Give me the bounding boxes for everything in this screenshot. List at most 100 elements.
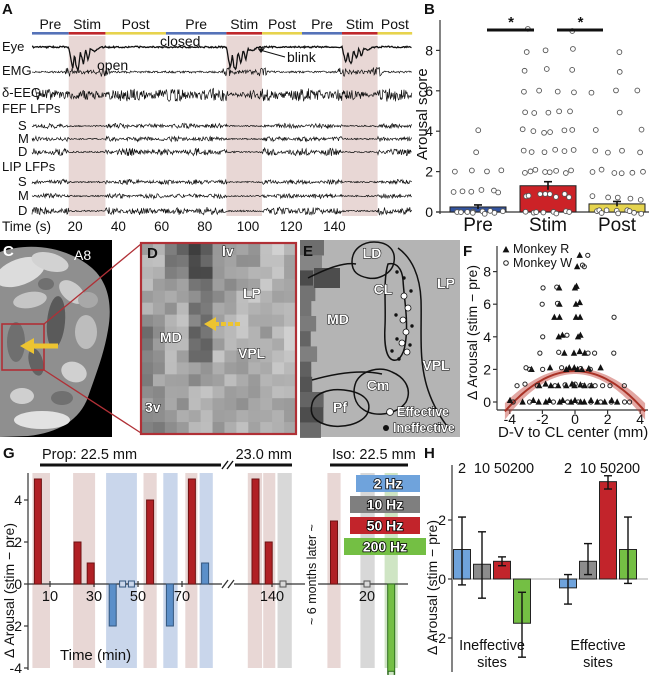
b-data-point — [469, 209, 476, 216]
d-mri-pixel — [176, 422, 190, 435]
f-point-monkey-w — [556, 349, 562, 355]
d-mri-pixel — [141, 278, 154, 292]
b-data-point — [500, 208, 506, 215]
d-mri-pixel — [272, 278, 285, 292]
g-xtick-label: 70 — [174, 589, 190, 605]
g-ytick-label: 4 — [14, 492, 22, 508]
b-data-point — [561, 191, 568, 197]
b-data-point — [541, 149, 548, 156]
d-mri-pixel — [224, 243, 237, 256]
d-mri-pixel — [200, 326, 214, 339]
b-data-point — [521, 67, 528, 74]
d-mri-pixel — [152, 422, 166, 435]
b-data-point — [495, 189, 502, 196]
d-mri-pixel — [164, 314, 178, 328]
b-data-point — [484, 168, 490, 175]
f-point-monkey-r — [576, 251, 583, 258]
d-mri-pixel — [260, 362, 273, 375]
b-data-point — [553, 210, 560, 217]
d-mri-pixel — [248, 350, 261, 363]
b-data-point — [523, 49, 530, 55]
d-mri-pixel — [236, 350, 249, 363]
b-data-point — [537, 191, 544, 197]
e-outline-bottom — [311, 371, 383, 381]
d-mri-pixel — [176, 350, 190, 363]
time-tick-label: 140 — [323, 219, 346, 234]
d-mri-pixel — [260, 254, 273, 268]
g-header-break — [221, 460, 229, 470]
d-mri-pixel — [284, 398, 297, 411]
phase-segment — [32, 32, 69, 35]
b-data-point — [561, 127, 568, 134]
e-edge-pixel — [300, 316, 317, 332]
d-mri-pixel — [272, 302, 285, 316]
d-mri-pixel — [224, 254, 237, 268]
d-zoom-border — [139, 241, 298, 436]
b-data-point — [615, 210, 621, 217]
phase-segment — [341, 32, 378, 35]
c-gyrus-texture — [51, 391, 73, 405]
b-data-point — [528, 149, 535, 155]
d-mri-pixel — [164, 326, 178, 339]
phase-label: Post — [268, 16, 296, 32]
b-data-point — [478, 187, 485, 193]
b-y-axis-title: Arousal score — [414, 68, 431, 160]
f-point-monkey-r — [561, 349, 568, 356]
d-mri-pixel — [248, 338, 261, 351]
b-data-point — [542, 47, 549, 54]
b-data-point — [588, 89, 595, 96]
f-point-monkey-r — [573, 263, 581, 270]
d-mri-pixel — [141, 254, 154, 268]
d-mri-pixel — [164, 338, 178, 351]
d-mri-pixel — [212, 302, 225, 316]
d-mri-pixel — [236, 362, 249, 375]
f-point-monkey-w — [592, 350, 598, 356]
g-header-prop: Prop: 22.5 mm — [42, 447, 137, 463]
e-effective-site-dot — [398, 339, 406, 347]
d-mri-pixel — [152, 326, 166, 339]
b-data-point — [452, 168, 458, 175]
d-mri-pixel — [176, 338, 190, 351]
phase-label: Pre — [311, 16, 333, 32]
d-mri-pixel — [188, 422, 202, 435]
d-mri-pixel — [188, 278, 202, 292]
b-ytick-label: 8 — [425, 42, 433, 58]
d-mri-pixel — [212, 398, 225, 411]
time-tick-label: 120 — [280, 219, 303, 234]
g-freq-band — [163, 473, 178, 668]
d-mri-pixel — [152, 243, 166, 256]
e-legend-ineffective-label: Ineffective — [393, 421, 455, 435]
d-mri-pixel — [164, 422, 178, 435]
c-gyrus-texture — [46, 296, 66, 348]
d-mri-pixel — [248, 362, 261, 375]
e-ineffective-site-dot — [408, 343, 412, 347]
d-mri-pixel — [188, 410, 202, 423]
d-mri-pixel — [164, 398, 178, 411]
f-ytick-label: 4 — [483, 329, 491, 345]
e-edge-pixel — [300, 331, 311, 347]
d-mri-pixel — [212, 410, 225, 423]
d-mri-pixel — [284, 422, 297, 435]
e-edge-pixel — [300, 270, 314, 286]
time-tick-label: 100 — [237, 219, 260, 234]
panel-label-a: A — [2, 1, 13, 18]
c-gyrus-texture — [0, 256, 45, 288]
d-mri-pixel — [141, 386, 154, 399]
e-region-lp: LP — [437, 275, 455, 291]
f-point-monkey-w — [559, 365, 565, 371]
h-bar-50hz — [599, 481, 617, 580]
d-mri-pixel — [272, 338, 285, 351]
b-data-point — [638, 210, 645, 217]
d-mri-pixel — [248, 326, 261, 339]
d-mri-pixel — [284, 374, 297, 387]
f-point-monkey-w — [622, 399, 628, 405]
d-region-lp: LP — [243, 285, 261, 301]
f-x-axis-title: D-V to CL center (mm) — [498, 424, 648, 441]
phase-segment — [262, 32, 302, 35]
f-point-monkey-w — [611, 350, 617, 356]
d-mri-pixel — [188, 350, 202, 363]
d-mri-pixel — [224, 410, 237, 423]
f-point-monkey-r — [581, 398, 588, 405]
annotation-closed: closed — [160, 33, 200, 49]
e-effective-site-dot — [402, 328, 410, 336]
